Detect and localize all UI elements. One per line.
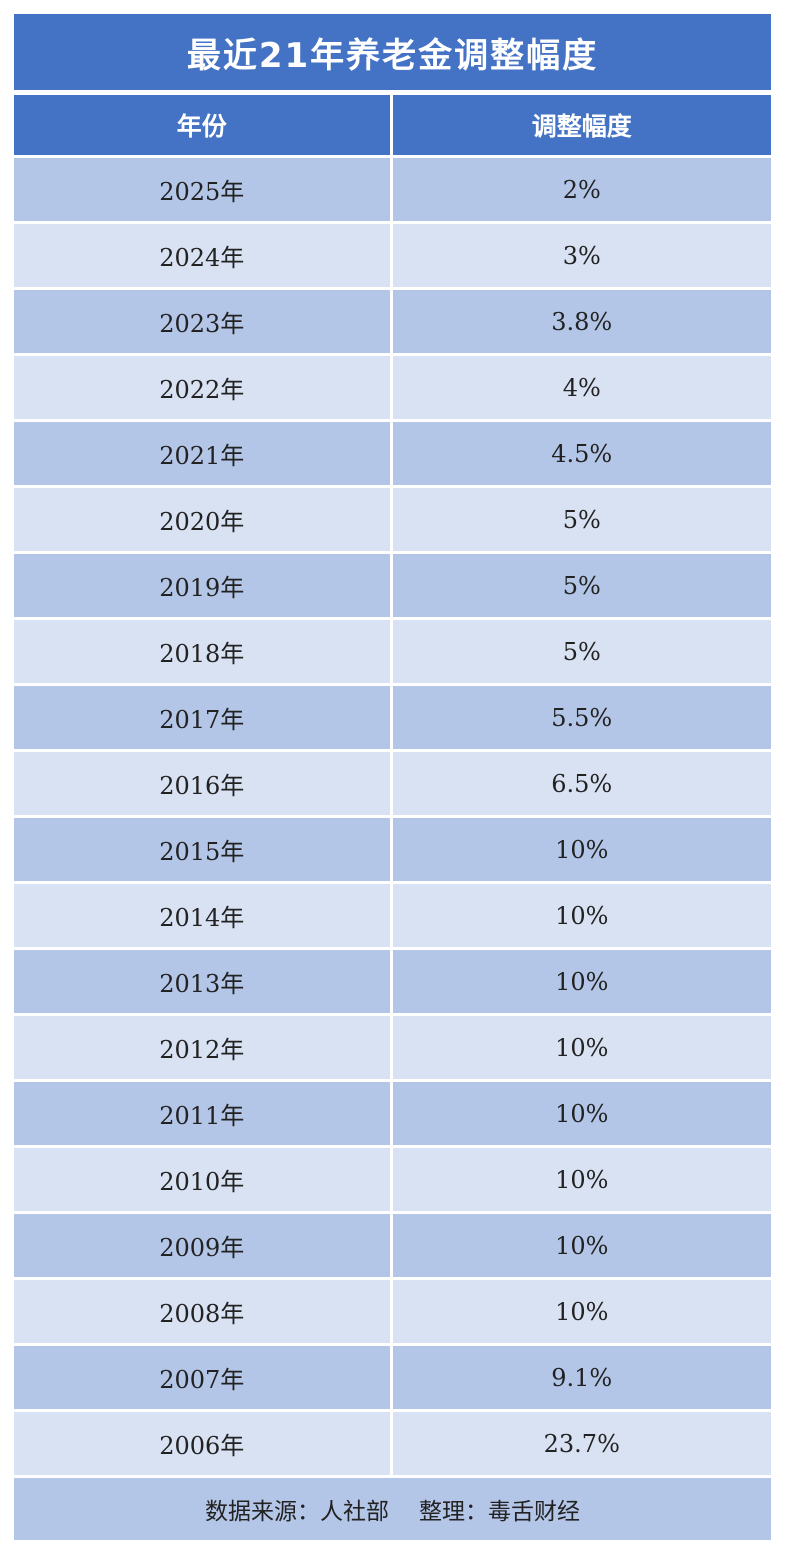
rate-cell: 10%: [391, 1013, 771, 1081]
rate-cell: 10%: [391, 1079, 771, 1147]
rate-cell: 9.1%: [391, 1343, 771, 1411]
table-row: 2014年 10%: [14, 881, 771, 949]
year-cell: 2023年: [14, 287, 393, 355]
rate-cell: 3.8%: [391, 287, 771, 355]
table-row: 2018年 5%: [14, 617, 771, 685]
year-cell: 2019年: [14, 551, 393, 619]
year-cell: 2017年: [14, 683, 393, 751]
rate-cell: 4%: [391, 353, 771, 421]
rate-cell: 3%: [391, 221, 771, 289]
table-row: 2007年 9.1%: [14, 1343, 771, 1411]
year-cell: 2021年: [14, 419, 393, 487]
rate-cell: 10%: [391, 1145, 771, 1213]
year-cell: 2020年: [14, 485, 393, 553]
table-row: 2013年 10%: [14, 947, 771, 1015]
rate-cell: 6.5%: [391, 749, 771, 817]
table-row: 2012年 10%: [14, 1013, 771, 1081]
rate-cell: 10%: [391, 815, 771, 883]
column-header-rate: 调整幅度: [391, 95, 771, 157]
rate-cell: 10%: [391, 1211, 771, 1279]
data-source-note: 数据来源：人社部: [205, 1499, 389, 1525]
rate-cell: 5.5%: [391, 683, 771, 751]
column-header-year: 年份: [14, 95, 393, 157]
table-row: 2017年 5.5%: [14, 683, 771, 751]
year-cell: 2010年: [14, 1145, 393, 1213]
rate-cell: 10%: [391, 1277, 771, 1345]
rate-cell: 10%: [391, 881, 771, 949]
table-footer: 数据来源：人社部 整理：毒舌财经: [14, 1475, 771, 1540]
table-row: 2019年 5%: [14, 551, 771, 619]
year-cell: 2013年: [14, 947, 393, 1015]
year-cell: 2024年: [14, 221, 393, 289]
year-cell: 2018年: [14, 617, 393, 685]
table-body: 2025年 2% 2024年 3% 2023年 3.8% 2022年 4% 2021年 4.5% 2…: [14, 155, 771, 1475]
year-cell: 2025年: [14, 155, 393, 223]
year-cell: 2015年: [14, 815, 393, 883]
table-row: 2008年 10%: [14, 1277, 771, 1345]
table-row: 2011年 10%: [14, 1079, 771, 1147]
year-cell: 2007年: [14, 1343, 393, 1411]
table-row: 2010年 10%: [14, 1145, 771, 1213]
year-cell: 2014年: [14, 881, 393, 949]
rate-cell: 10%: [391, 947, 771, 1015]
table-row: 2020年 5%: [14, 485, 771, 553]
year-cell: 2006年: [14, 1409, 393, 1475]
table-row: 2006年 23.7%: [14, 1409, 771, 1475]
rate-cell: 2%: [391, 155, 771, 223]
table-row: 2021年 4.5%: [14, 419, 771, 487]
rate-cell: 4.5%: [391, 419, 771, 487]
year-cell: 2016年: [14, 749, 393, 817]
table-row: 2015年 10%: [14, 815, 771, 883]
table-row: 2022年 4%: [14, 353, 771, 421]
year-cell: 2012年: [14, 1013, 393, 1081]
rate-cell: 5%: [391, 551, 771, 619]
title-gap: [14, 90, 771, 95]
year-cell: 2008年: [14, 1277, 393, 1345]
rate-cell: 5%: [391, 617, 771, 685]
year-cell: 2009年: [14, 1211, 393, 1279]
pension-table-card: 最近21年养老金调整幅度 年份 调整幅度 2025年 2% 2024年 3% 2023年…: [14, 14, 771, 1540]
table-row: 2009年 10%: [14, 1211, 771, 1279]
rate-cell: 23.7%: [391, 1409, 771, 1475]
header-row: 年份 调整幅度: [14, 95, 771, 157]
year-cell: 2022年: [14, 353, 393, 421]
rate-cell: 5%: [391, 485, 771, 553]
table-row: 2016年 6.5%: [14, 749, 771, 817]
table-title: 最近21年养老金调整幅度: [14, 14, 771, 90]
table-row: 2023年 3.8%: [14, 287, 771, 355]
table-row: 2025年 2%: [14, 155, 771, 223]
table-row: 2024年 3%: [14, 221, 771, 289]
year-cell: 2011年: [14, 1079, 393, 1147]
compiler-note: 整理：毒舌财经: [419, 1499, 580, 1525]
pension-adjustment-table: 年份 调整幅度 2025年 2% 2024年 3% 2023年 3.8% 2022年 4% 20…: [14, 95, 771, 1475]
